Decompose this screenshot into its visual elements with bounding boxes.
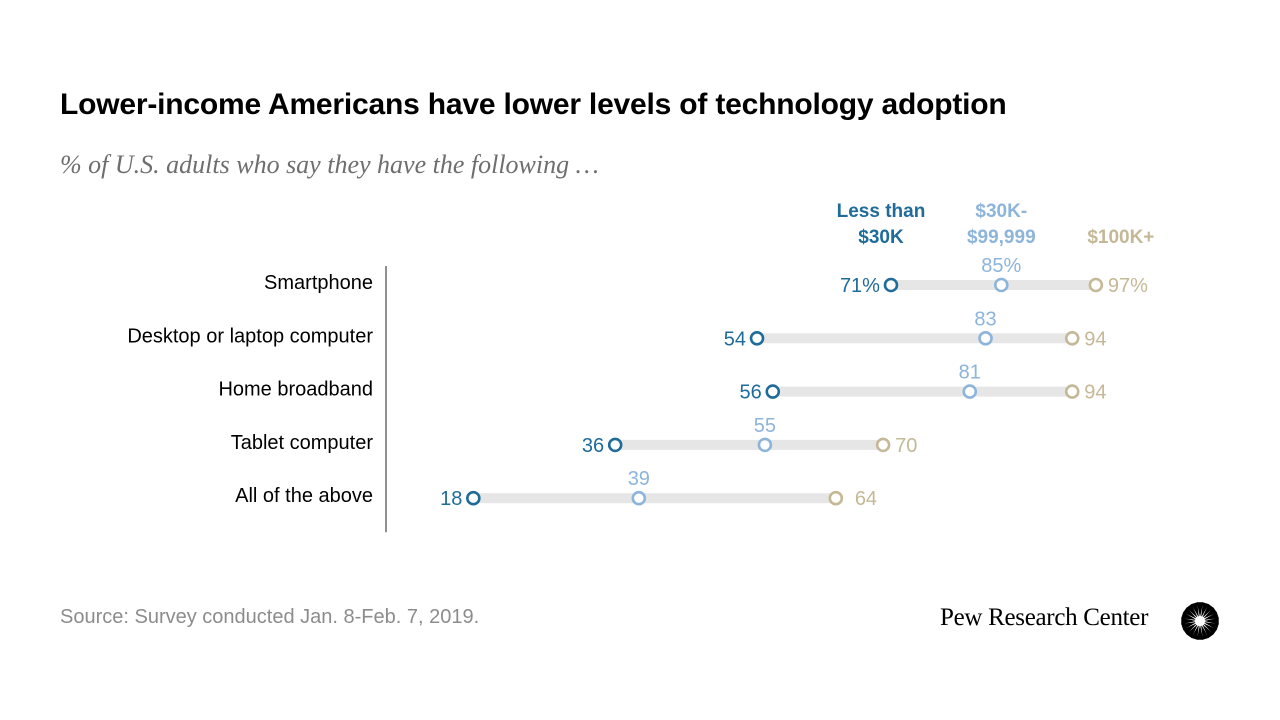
chart-subtitle: % of U.S. adults who say they have the f… [60, 150, 599, 179]
logo-ray [1182, 623, 1197, 635]
dot-low [883, 277, 899, 293]
value-label-high: 70 [895, 435, 917, 457]
value-label-mid: 85% [981, 255, 1021, 277]
logo-ray [1204, 612, 1219, 620]
logo-ray [1186, 624, 1198, 639]
value-label-high: 64 [855, 488, 877, 510]
dot-low [765, 384, 781, 399]
range-bar [772, 386, 1073, 397]
legend-label-low: Less than [837, 201, 926, 222]
dot-mid [757, 437, 773, 453]
dot-mid [631, 490, 647, 506]
legend-label-high: $100K+ [1087, 227, 1154, 248]
logo-ray [1182, 607, 1197, 619]
source-note: Source: Survey conducted Jan. 8-Feb. 7, … [60, 606, 480, 628]
range-bar [757, 333, 1073, 344]
value-label-high: 97% [1108, 275, 1148, 297]
dot-low [607, 437, 623, 453]
logo-ray [1204, 622, 1219, 630]
dot-high [1064, 384, 1080, 399]
category-label: Desktop or laptop computer [127, 325, 373, 347]
range-bar [890, 280, 1096, 290]
logo-ray [1203, 623, 1218, 635]
dot-high [875, 437, 891, 453]
dot-high [828, 490, 844, 506]
logo-ray [1196, 625, 1204, 640]
value-label-mid: 55 [754, 415, 776, 437]
dot-low [749, 330, 765, 346]
value-label-low: 36 [582, 435, 604, 457]
category-label: Smartphone [264, 272, 373, 294]
dot-mid [962, 384, 978, 399]
logo-ray [1191, 602, 1199, 617]
logo-ray [1181, 617, 1196, 625]
value-label-high: 94 [1084, 328, 1106, 350]
logo-ray [1201, 625, 1209, 640]
value-label-low: 56 [740, 382, 762, 404]
range-bar [473, 493, 836, 504]
value-label-mid: 83 [974, 308, 996, 330]
dot-high [1088, 277, 1104, 293]
legend-label-mid: $30K- [975, 201, 1027, 222]
logo-ray [1191, 625, 1199, 640]
logo-ray [1181, 622, 1196, 630]
dot-mid [978, 330, 993, 346]
chart-title: Lower-income Americans have lower levels… [60, 88, 1007, 121]
logo-ray [1203, 607, 1218, 619]
range-bar [615, 439, 884, 450]
dot-high [1064, 330, 1080, 346]
legend-label-mid: $99,999 [967, 227, 1036, 248]
dot-mid [993, 277, 1009, 293]
value-label-low: 18 [440, 488, 462, 510]
legend-label-low: $30K [858, 227, 904, 248]
brand-name: Pew Research Center [940, 604, 1149, 631]
category-label: Tablet computer [231, 432, 374, 454]
logo-ray [1201, 602, 1209, 617]
logo-ray [1204, 617, 1219, 625]
value-label-mid: 81 [959, 362, 981, 384]
value-label-mid: 39 [628, 468, 650, 490]
pew-logo-icon [1181, 602, 1219, 640]
logo-ray [1202, 603, 1214, 618]
logo-ray [1196, 602, 1204, 617]
category-label: All of the above [235, 485, 373, 507]
value-label-low: 54 [724, 328, 746, 350]
value-label-low: 71% [840, 275, 880, 297]
logo-ray [1186, 603, 1198, 618]
logo-ray [1181, 612, 1196, 620]
dot-low [466, 490, 481, 506]
logo-ray [1202, 624, 1214, 639]
value-label-high: 94 [1084, 382, 1106, 404]
category-label: Home broadband [218, 379, 373, 401]
